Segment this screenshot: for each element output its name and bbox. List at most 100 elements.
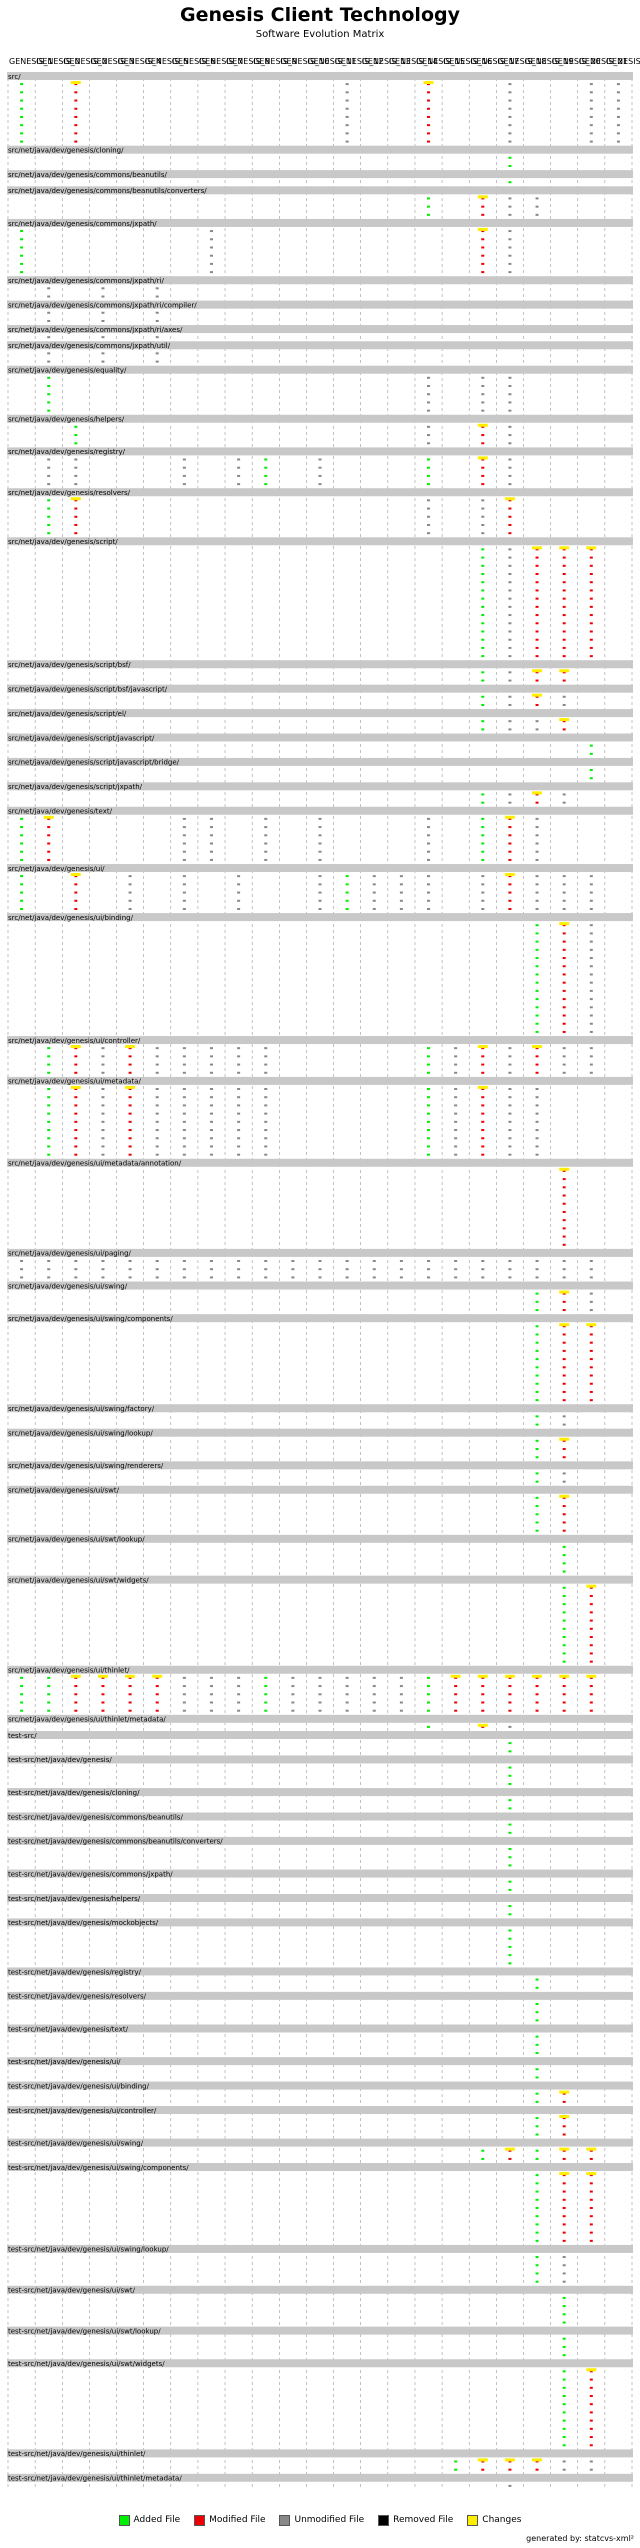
file-cell — [562, 1529, 566, 1532]
file-cell — [535, 1521, 539, 1524]
directory-band — [7, 1836, 633, 1845]
file-cell — [589, 1268, 593, 1271]
file-cell — [562, 1300, 566, 1303]
chart-title: Genesis Client Technology — [180, 4, 460, 26]
change-marker — [559, 546, 570, 550]
file-cell — [101, 1087, 105, 1090]
file-cell — [535, 1120, 539, 1123]
file-cell — [481, 556, 485, 559]
change-marker — [477, 456, 488, 460]
file-cell — [589, 83, 593, 86]
file-cell — [508, 132, 512, 135]
file-cell — [589, 655, 593, 658]
file-cell — [589, 2403, 593, 2406]
file-cell — [427, 523, 431, 526]
file-cell — [427, 842, 431, 845]
file-cell — [535, 597, 539, 600]
file-cell — [372, 899, 376, 902]
file-cell — [481, 507, 485, 510]
file-cell — [508, 891, 512, 894]
file-cell — [535, 2019, 539, 2022]
file-cell — [182, 1685, 186, 1688]
column-header: GENESIS_6 — [172, 57, 216, 66]
file-cell — [427, 434, 431, 437]
file-cell — [508, 246, 512, 249]
file-cell — [562, 1456, 566, 1459]
file-cell — [535, 907, 539, 910]
file-cell — [508, 1047, 512, 1050]
file-cell — [128, 1137, 132, 1140]
file-cell — [589, 2215, 593, 2218]
file-cell — [508, 728, 512, 731]
file-cell — [535, 1276, 539, 1279]
file-cell — [74, 1709, 78, 1712]
file-cell — [318, 474, 322, 477]
file-cell — [20, 124, 24, 127]
file-cell — [562, 981, 566, 984]
file-cell — [372, 1268, 376, 1271]
file-cell — [182, 899, 186, 902]
file-cell — [508, 1685, 512, 1688]
file-cell — [182, 891, 186, 894]
change-marker — [152, 1674, 163, 1678]
file-cell — [562, 646, 566, 649]
file-cell — [20, 842, 24, 845]
file-cell — [264, 474, 268, 477]
file-cell — [209, 246, 213, 249]
file-cell — [128, 1268, 132, 1271]
chart-subtitle: Software Evolution Matrix — [255, 29, 385, 40]
file-cell — [508, 1153, 512, 1156]
file-cell — [508, 99, 512, 102]
file-cell — [454, 1112, 458, 1115]
file-cell — [481, 230, 485, 233]
column-header: GENESIS_8 — [226, 57, 270, 66]
file-cell — [399, 1276, 403, 1279]
file-cell — [508, 1831, 512, 1834]
file-cell — [562, 2206, 566, 2209]
file-cell — [535, 899, 539, 902]
file-cell — [535, 1063, 539, 1066]
file-cell — [508, 834, 512, 837]
file-cell — [372, 875, 376, 878]
file-cell — [589, 124, 593, 127]
file-cell — [562, 1611, 566, 1614]
file-cell — [481, 605, 485, 608]
file-cell — [47, 319, 51, 322]
file-cell — [535, 213, 539, 216]
file-cell — [589, 1071, 593, 1074]
file-cell — [535, 940, 539, 943]
change-marker — [125, 1045, 136, 1049]
file-cell — [427, 1120, 431, 1123]
file-cell — [318, 1276, 322, 1279]
directory-label: test-src/net/java/dev/genesis/ui/thinlet… — [8, 2475, 182, 2483]
file-cell — [47, 507, 51, 510]
file-cell — [209, 262, 213, 265]
file-cell — [508, 1750, 512, 1753]
file-cell — [589, 1382, 593, 1385]
file-cell — [101, 311, 105, 314]
file-cell — [318, 817, 322, 820]
directory-band — [7, 1036, 633, 1045]
file-cell — [562, 1260, 566, 1262]
file-cell — [535, 2002, 539, 2005]
file-cell — [508, 1929, 512, 1932]
file-cell — [101, 1047, 105, 1050]
file-cell — [535, 1268, 539, 1271]
directory-label: test-src/net/java/dev/genesis/commons/be… — [8, 1813, 183, 1821]
file-cell — [481, 1047, 485, 1050]
file-cell — [20, 850, 24, 853]
file-cell — [237, 1120, 241, 1123]
file-cell — [535, 2117, 539, 2120]
column-header: GENESIS_12 — [335, 57, 384, 66]
file-cell — [589, 1374, 593, 1377]
file-cell — [47, 1153, 51, 1156]
file-cell — [562, 2345, 566, 2348]
file-cell — [589, 605, 593, 608]
file-cell — [74, 499, 78, 502]
file-cell — [562, 1219, 566, 1222]
file-cell — [481, 1145, 485, 1148]
file-cell — [427, 213, 431, 216]
directory-band — [7, 660, 633, 669]
file-cell — [562, 1358, 566, 1361]
file-cell — [535, 1456, 539, 1459]
